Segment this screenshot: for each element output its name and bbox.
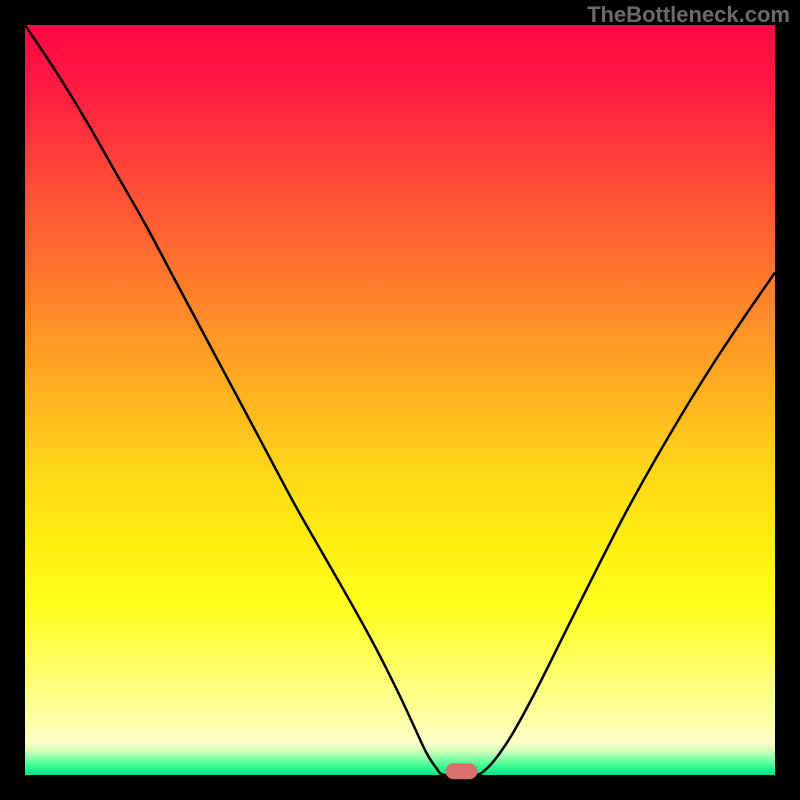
- chart-container: TheBottleneck.com: [0, 0, 800, 800]
- watermark-text: TheBottleneck.com: [587, 2, 790, 28]
- chart-background: [25, 25, 775, 775]
- optimal-marker: [446, 763, 478, 779]
- bottleneck-chart: [0, 0, 800, 800]
